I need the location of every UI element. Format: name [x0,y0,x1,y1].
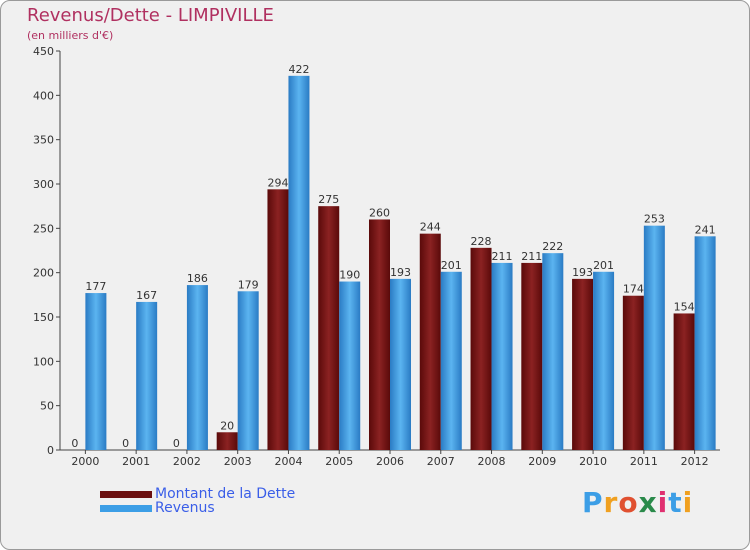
chart-subtitle: (en milliers d'€) [27,29,114,42]
data-label-revenue: 201 [441,259,462,272]
bar-revenue [288,75,310,451]
bar-debt [267,189,289,450]
x-tick-label: 2012 [681,455,709,468]
y-tick-label: 200 [33,267,54,280]
proxiti-logo: Proxiti [582,486,693,519]
x-tick-label: 2007 [427,455,455,468]
data-label-debt: 260 [369,206,390,219]
x-tick-label: 2005 [325,455,353,468]
bar-revenue [593,271,615,450]
data-label-revenue: 186 [187,272,208,285]
data-label-debt: 0 [122,437,129,450]
logo-letter: P [582,486,604,519]
data-label-debt: 275 [318,193,339,206]
bar-revenue [85,293,107,450]
data-label-debt: 228 [471,235,492,248]
y-tick-label: 350 [33,134,54,147]
data-label-revenue: 193 [390,266,411,279]
data-label-debt: 174 [623,283,644,296]
logo-letter: x [638,486,658,519]
bar-debt [369,219,390,450]
y-tick-label: 100 [33,355,54,368]
data-label-debt: 193 [572,266,593,279]
data-label-revenue: 177 [85,280,106,293]
legend-swatch-revenue [100,505,152,512]
data-labels: 0 177 0 167 0 186 20 179 294 422 275 190 260 193 244 20… [71,63,715,450]
x-tick-label: 2008 [478,455,506,468]
x-tick-label: 2009 [528,455,556,468]
y-tick-label: 300 [33,178,54,191]
logo-letter: r [603,486,619,519]
bar-debt [673,313,695,450]
data-label-revenue: 241 [695,223,716,236]
y-tick-label: 450 [33,45,54,58]
bar-revenue [339,281,361,450]
data-label-revenue: 222 [542,240,563,253]
bar-debt [572,278,594,450]
bar-revenue [643,225,665,450]
data-label-debt: 0 [173,437,180,450]
data-label-debt: 211 [521,250,542,263]
data-label-revenue: 179 [238,278,259,291]
logo-letter: t [668,486,683,519]
data-label-revenue: 211 [492,250,513,263]
x-tick-label: 2001 [122,455,150,468]
legend-swatch-debt [100,491,152,498]
y-tick-label: 150 [33,311,54,324]
y-tick-label: 50 [40,400,54,413]
x-tick-label: 2010 [579,455,607,468]
bar-debt [521,262,543,450]
bar-revenue [694,236,716,450]
bars [85,75,716,451]
x-tick-label: 2011 [630,455,658,468]
bar-debt [419,233,441,450]
logo-letter: i [657,486,669,519]
data-label-debt: 294 [267,176,288,189]
bar-revenue [491,262,513,450]
data-label-debt: 244 [420,221,441,234]
bar-debt [216,432,238,450]
legend-label-revenue: Revenus [155,500,215,516]
bar-revenue [237,291,259,450]
y-tick-label: 0 [47,444,54,457]
data-label-debt: 0 [71,437,78,450]
bar-revenue [186,285,208,450]
x-tick-label: 2002 [173,455,201,468]
data-label-revenue: 422 [288,63,309,76]
bar-revenue [542,253,564,450]
legend-label-debt: Montant de la Dette [155,486,296,502]
bar-revenue [136,301,158,450]
bar-revenue [440,271,462,450]
x-tick-label: 2004 [274,455,302,468]
x-tick-label: 2003 [224,455,252,468]
data-label-debt: 20 [220,419,234,432]
bar-debt [318,206,340,450]
y-tick-label: 250 [33,222,54,235]
data-label-revenue: 190 [339,269,360,282]
data-label-revenue: 253 [644,213,665,226]
logo-letter: o [618,486,639,519]
bar-debt [622,295,644,450]
logo-letter: i [682,486,694,519]
bar-debt [470,247,492,450]
chart-title: Revenus/Dette - LIMPIVILLE [27,5,274,26]
x-tick-label: 2006 [376,455,404,468]
bar-revenue [390,278,411,450]
y-tick-label: 400 [33,89,54,102]
data-label-revenue: 167 [136,289,157,302]
x-tick-label: 2000 [71,455,99,468]
data-label-debt: 154 [674,300,695,313]
data-label-revenue: 201 [593,259,614,272]
